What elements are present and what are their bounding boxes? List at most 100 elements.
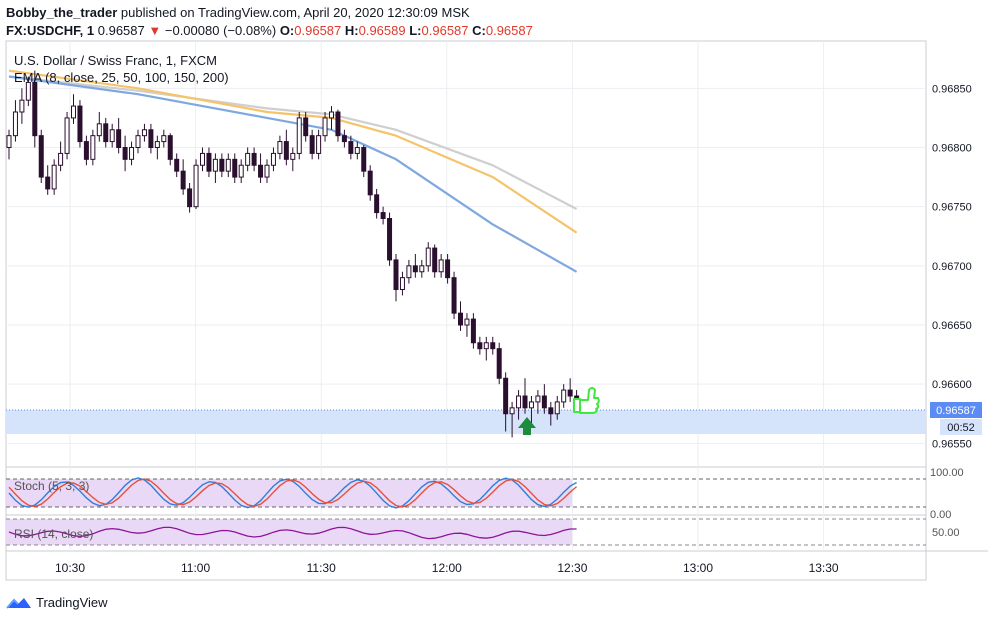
grid-lines (6, 41, 926, 551)
candle-body (554, 401, 560, 415)
high-value: 0.96589 (358, 23, 406, 38)
candle-body (477, 342, 483, 350)
candle-body (154, 141, 160, 149)
candle-body (167, 135, 173, 160)
time-tick-label: 12:30 (557, 561, 587, 575)
price-tick-label: 0.96550 (932, 438, 972, 450)
candle-body (412, 265, 418, 273)
candle-body (361, 147, 367, 172)
candle-body (96, 123, 102, 137)
candle-body (83, 141, 89, 160)
ema-lines (8, 69, 578, 273)
candle-body (387, 218, 393, 261)
candle-body (200, 152, 205, 166)
candle-body (51, 164, 57, 190)
candle-body (516, 395, 522, 409)
candle-body (161, 135, 167, 143)
price-band (6, 410, 926, 434)
candle-body (522, 395, 528, 409)
time-tick-label: 13:00 (683, 561, 713, 575)
candle-body (187, 188, 193, 208)
candle-body (509, 407, 515, 415)
thumbs-up-icon[interactable] (573, 387, 600, 414)
candle-body (296, 117, 302, 154)
down-triangle-icon: ▼ (148, 23, 162, 38)
candle-body (458, 312, 463, 326)
candle-body (464, 318, 470, 326)
candle-body (451, 277, 457, 314)
candle-body (19, 99, 25, 113)
candle-body (141, 129, 147, 137)
candle-body (503, 377, 509, 415)
price-axis-labels: 0.96850 0.96800 0.96750 0.96700 0.96650 0.966… (932, 83, 972, 450)
candle-body (116, 129, 122, 148)
candle-body (303, 117, 309, 137)
candle-body (12, 111, 18, 137)
candle-body (419, 265, 425, 273)
rsi-legend[interactable]: RSI (14, close) (14, 527, 93, 541)
low-value: 0.96587 (421, 23, 469, 38)
candle-body (212, 158, 218, 172)
candle-body (232, 158, 238, 178)
candle-body (277, 141, 283, 154)
candle-body (490, 342, 496, 350)
candle-body (174, 158, 180, 172)
countdown-tag (940, 419, 982, 435)
candle-body (283, 141, 289, 160)
candle-body (193, 164, 199, 208)
footer-brand[interactable]: TradingView (36, 595, 108, 610)
price-tick-label: 0.96750 (932, 202, 972, 214)
candle-body (316, 135, 322, 154)
candle-body (64, 117, 70, 154)
candle-body (77, 105, 83, 143)
candle-body (225, 158, 231, 172)
time-tick-label: 12:00 (432, 561, 462, 575)
candle-body (148, 129, 154, 148)
open-value: 0.96587 (294, 23, 342, 38)
candle-body (367, 170, 373, 196)
rsi-tick-50: 50.00 (932, 527, 960, 539)
candle-body (380, 212, 386, 219)
ema-legend[interactable]: EMA (8, close, 25, 50, 100, 150, 200) (14, 70, 229, 85)
footer: TradingView (6, 595, 108, 610)
close-label: C: (472, 23, 486, 38)
high-label: H: (344, 23, 359, 38)
time-tick-label: 13:30 (809, 561, 839, 575)
publish-info: published on TradingView.com, April 20, … (120, 5, 470, 20)
symbol-label[interactable]: FX:USDCHF, 1 (6, 23, 95, 38)
time-tick-label: 11:00 (181, 561, 210, 575)
candle-body (567, 389, 573, 397)
candle-body (58, 152, 64, 166)
candle-body (25, 81, 31, 101)
candle-body (528, 401, 534, 409)
candle-body (541, 395, 547, 409)
candle-body (135, 135, 141, 148)
stoch-tick-0: 0.00 (930, 509, 951, 521)
price-tick-label: 0.96600 (932, 379, 972, 391)
candle-body (548, 407, 554, 415)
price-chart[interactable]: 0.96850 0.96800 0.96750 0.96700 0.96650 0.966… (0, 38, 988, 618)
price-tick-label: 0.96650 (932, 320, 972, 332)
price-change: −0.00080 (−0.08%) (164, 23, 277, 38)
time-tick-label: 11:30 (307, 561, 336, 575)
rsi-line (8, 526, 577, 540)
close-value: 0.96587 (485, 23, 533, 38)
candle-body (354, 147, 360, 154)
tradingview-logo-icon[interactable] (6, 596, 32, 610)
candle-body (445, 259, 451, 279)
candle-body (348, 141, 354, 154)
chart-header: Bobby_the_trader published on TradingVie… (6, 4, 533, 40)
candle-body (470, 318, 476, 344)
candle-body (393, 259, 399, 291)
stoch-lines (8, 477, 578, 509)
candle-body (399, 277, 405, 291)
rsi-polyline (8, 526, 577, 540)
candle-body (6, 135, 12, 148)
price-tick-label: 0.96800 (932, 143, 972, 155)
candle-body (45, 176, 51, 190)
candle-body (406, 265, 412, 279)
time-axis-labels: 10:30 11:00 11:30 12:00 12:30 13:00 13:30 (55, 561, 839, 575)
candle-body (290, 152, 296, 160)
stoch-legend[interactable]: Stoch (5, 3, 3) (14, 479, 89, 493)
author-name[interactable]: Bobby_the_trader (6, 5, 118, 20)
